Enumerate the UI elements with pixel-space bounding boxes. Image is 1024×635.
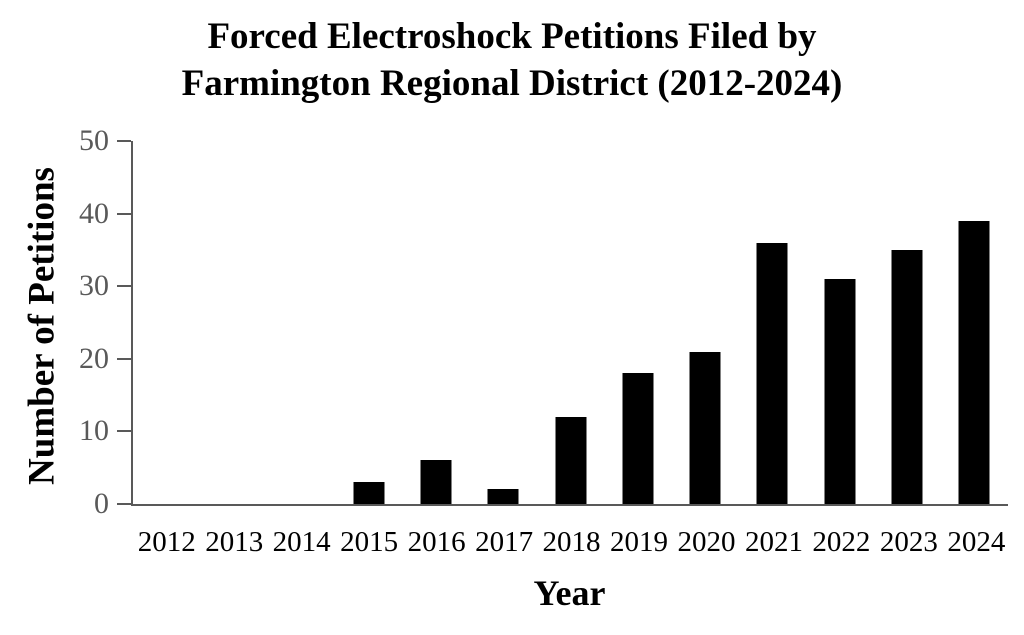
y-tick-label: 10 [79, 414, 109, 448]
x-tick-label-2015: 2015 [340, 526, 399, 558]
x-tick-label-2016: 2016 [407, 526, 466, 558]
y-tick-label: 40 [79, 196, 109, 230]
x-tick-label-2021: 2021 [744, 526, 803, 558]
y-tick-label: 50 [79, 124, 109, 157]
x-axis-labels: 2012 2013 2014 2015 2016 2017 2018 2019 2020 2021… [133, 524, 1010, 560]
bar-2022 [824, 278, 856, 504]
y-axis-tick [117, 212, 131, 215]
bar-2016 [420, 460, 452, 504]
y-axis-label: Number of Petitions [21, 167, 63, 485]
bar-2015 [353, 482, 385, 504]
chart-title-line1: Forced Electroshock Petitions Filed by [207, 16, 817, 57]
chart-title: Forced Electroshock Petitions Filed by F… [0, 13, 1024, 107]
bar-2021 [756, 242, 788, 504]
x-tick-label-2017: 2017 [475, 526, 534, 558]
bar-2024 [958, 220, 990, 504]
y-axis-tick [117, 357, 131, 360]
y-axis-tick [117, 430, 131, 433]
bar-2017 [487, 489, 519, 504]
x-tick-label-2023: 2023 [879, 526, 938, 558]
x-tick-label-2024: 2024 [947, 526, 1006, 558]
x-tick-label-2014: 2014 [272, 526, 331, 558]
bar-2020 [689, 351, 721, 504]
bar-2019 [622, 373, 654, 504]
x-tick-label-2012: 2012 [137, 526, 196, 558]
y-tick-label: 20 [79, 341, 109, 375]
y-tick-label: 30 [79, 269, 109, 303]
chart-title-line2: Farmington Regional District (2012-2024) [181, 63, 843, 104]
x-tick-label-2019: 2019 [610, 526, 669, 558]
x-axis-title: Year [533, 573, 606, 613]
bar-2023 [891, 249, 923, 504]
plot-area: 0 10 20 30 40 50 [79, 126, 1008, 519]
y-axis-tick [117, 285, 131, 288]
x-tick-label-2022: 2022 [812, 526, 871, 558]
y-axis-tick [117, 140, 131, 142]
x-tick-label-2013: 2013 [205, 526, 264, 558]
x-tick-label-2020: 2020 [677, 526, 736, 558]
y-tick-label: 0 [94, 487, 109, 520]
bar-2018 [555, 416, 586, 504]
x-tick-label-2018: 2018 [542, 526, 601, 558]
y-axis-tick [117, 503, 131, 505]
